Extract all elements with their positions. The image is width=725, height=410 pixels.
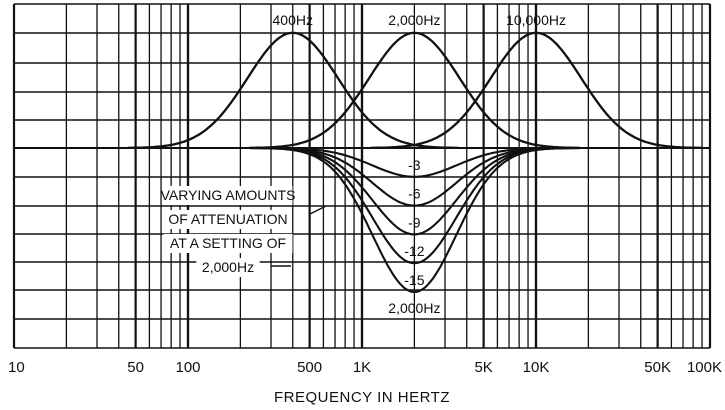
boost-curve [249, 31, 580, 150]
annotation-bg [163, 186, 293, 205]
annotation-bg [163, 234, 293, 253]
boost-curve-label: 400Hz [273, 12, 313, 28]
annotation-line: AT A SETTING OF [170, 235, 286, 251]
chart-grid [12, 3, 712, 349]
x-tick-label: 100K [687, 359, 722, 376]
x-tick-label: 500 [297, 359, 322, 376]
x-tick-label: 10K [523, 359, 550, 376]
x-tick-label: 5K [474, 359, 492, 376]
annotation-leader [309, 205, 327, 215]
boost-curve [127, 31, 459, 150]
x-tick-label: 10 [8, 359, 25, 376]
chart-curves [127, 31, 702, 294]
x-tick-label: 1K [353, 359, 371, 376]
annotation-bg [167, 210, 289, 229]
chart-labels: 400Hz 2,000Hz 10,000Hz -3 -6 -9 -12 -15 2,000Hz V… [161, 12, 566, 316]
cut-center-label: 2,000Hz [388, 300, 440, 316]
boost-curve-label: 2,000Hz [388, 12, 440, 28]
x-tick-label: 50 [127, 359, 144, 376]
annotation-bg [196, 258, 260, 277]
x-tick-label: 100 [175, 359, 200, 376]
cut-curve-label: -6 [408, 186, 421, 202]
cut-curve [249, 147, 580, 294]
boost-curve-label: 10,000Hz [506, 12, 566, 28]
annotation-line: OF ATTENUATION [168, 211, 287, 227]
x-axis-ticks: 10 50 100 500 1K 5K 10K 50K 100K [8, 359, 722, 376]
cut-curve-label: -12 [404, 243, 424, 259]
x-tick-label: 50K [644, 359, 671, 376]
cut-curve-label: -15 [404, 272, 424, 288]
cut-curve-label: -3 [408, 157, 421, 173]
x-axis-title: FREQUENCY IN HERTZ [274, 389, 450, 406]
annotation-line: 2,000Hz [202, 259, 254, 275]
boost-curve [370, 31, 702, 150]
annotation-line: VARYING AMOUNTS [161, 187, 296, 203]
cut-curve-label: -9 [408, 214, 421, 230]
